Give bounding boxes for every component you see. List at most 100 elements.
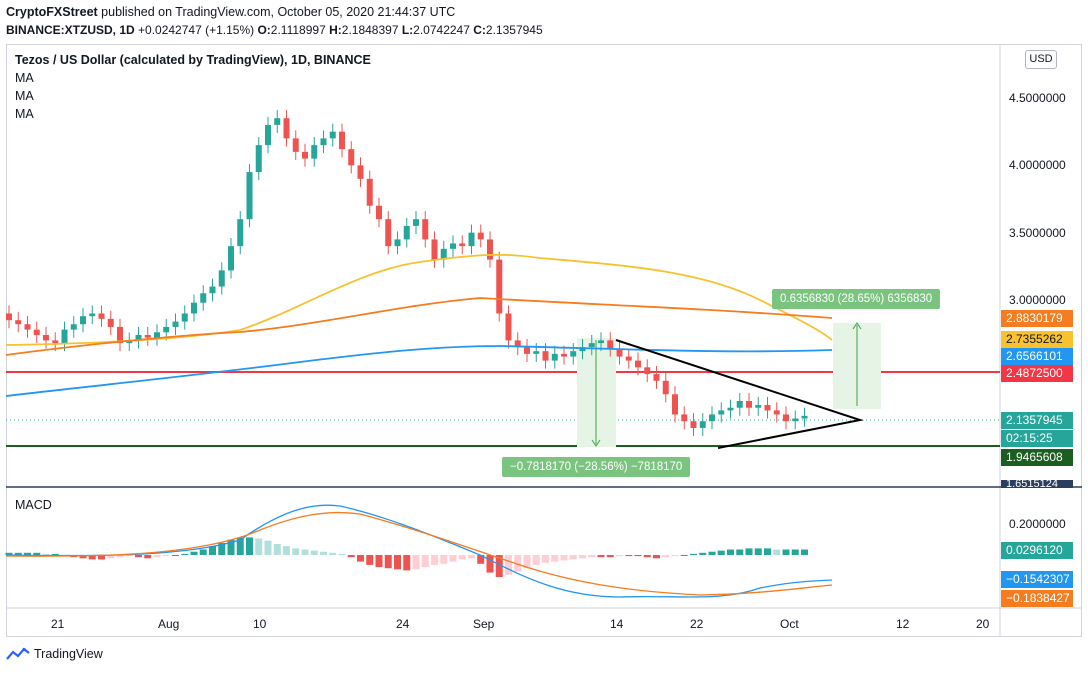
macd-bar <box>190 551 198 555</box>
candle-body <box>801 415 808 419</box>
tradingview-logo-icon <box>6 647 30 660</box>
macd-bar <box>116 555 124 558</box>
candle-body <box>163 326 170 333</box>
candle-body <box>727 407 734 411</box>
macd-bar <box>680 555 688 556</box>
ma-lines-group <box>5 253 833 397</box>
macd-bar <box>579 555 586 559</box>
macd-bar <box>699 552 707 555</box>
candle-body <box>52 340 59 344</box>
candle-body <box>736 401 743 408</box>
macd-bar <box>782 549 790 555</box>
candle-body <box>191 302 197 314</box>
macd-legend[interactable]: MACD <box>15 498 52 512</box>
legend-ma-1[interactable]: MA <box>15 71 34 85</box>
candle-body <box>625 356 632 361</box>
macd-bar <box>98 555 105 560</box>
up-measure-label[interactable]: 0.6356830 (28.65%) 6356830 <box>772 289 941 309</box>
macd-bar <box>773 549 781 555</box>
candle-body <box>746 401 752 408</box>
legend-ma-2[interactable]: MA <box>15 89 34 103</box>
macd-hist-tag: 0.0296120 <box>1001 542 1073 559</box>
low-value: 2.0742247 <box>413 23 470 37</box>
macd-bar <box>431 555 438 565</box>
candle-body <box>357 165 364 179</box>
candle-body <box>422 219 429 240</box>
candle-body <box>616 348 623 357</box>
candle-body <box>107 318 114 327</box>
macd-bar <box>347 555 355 558</box>
last-price-tag: 2.1357945 <box>1001 412 1073 429</box>
time-tick: Sep <box>473 617 495 631</box>
macd-bar <box>801 549 808 555</box>
candle-body <box>172 321 179 327</box>
candle-body <box>80 316 86 325</box>
candle-body <box>181 313 188 322</box>
candle-body <box>773 410 780 415</box>
macd-bar <box>199 549 207 555</box>
macd-bar <box>597 555 605 558</box>
candle-body <box>783 414 789 422</box>
candle-body <box>43 335 49 341</box>
macd-bar <box>421 555 429 568</box>
macd-bar <box>514 555 522 572</box>
legend-ma-3[interactable]: MA <box>15 107 34 121</box>
macd-bar <box>5 552 13 555</box>
candle-body <box>329 131 336 139</box>
candle-body <box>237 219 244 247</box>
time-tick: 22 <box>690 617 704 631</box>
candle-body <box>33 329 40 336</box>
candle-body <box>579 347 586 352</box>
candle-body <box>348 149 355 166</box>
time-tick: 20 <box>976 617 990 631</box>
macd-bar <box>172 555 179 556</box>
close-value: 2.1357945 <box>485 23 543 37</box>
macd-bar <box>588 555 596 558</box>
macd-bar <box>764 548 771 555</box>
candle-body <box>709 414 715 422</box>
macd-bar <box>218 542 226 555</box>
ma-fast-tag: 2.7355262 <box>1001 331 1073 348</box>
macd-bar <box>727 549 734 555</box>
close-label: C: <box>473 23 486 37</box>
macd-bar <box>153 555 161 558</box>
macd-bar <box>107 555 115 559</box>
footer-brand[interactable]: TradingView <box>6 647 103 661</box>
candle-body <box>320 138 327 146</box>
macd-bar <box>634 555 642 557</box>
candle-body <box>228 246 234 271</box>
chart-frame[interactable] <box>6 44 1082 637</box>
macd-bar <box>14 552 22 555</box>
ma-mid-line <box>5 297 833 356</box>
macd-bar <box>551 555 559 562</box>
candle-body <box>570 351 577 357</box>
price-tick: 3.5000000 <box>1009 226 1066 240</box>
candle-body <box>255 145 262 173</box>
candle-body <box>246 172 253 220</box>
candle-body <box>431 239 438 260</box>
macd-bar <box>384 555 392 569</box>
candle-body <box>524 347 530 354</box>
candle-body <box>699 421 706 428</box>
candle-body <box>274 118 281 125</box>
ohlc-line: BINANCE:XTZUSD, 1D +0.0242747 (+1.15%) O… <box>6 23 543 37</box>
currency-button[interactable]: USD <box>1025 50 1057 69</box>
macd-bar <box>625 555 633 557</box>
macd-bar <box>754 548 762 555</box>
published-text: published on TradingView.com, October 05… <box>101 5 456 19</box>
macd-bar <box>329 552 337 555</box>
signal-line-tag: −0.1838427 <box>1001 590 1073 607</box>
change-value: +0.0242747 (+1.15%) <box>138 23 255 37</box>
candle-body <box>366 178 373 206</box>
candle-body <box>533 351 540 354</box>
candle-body <box>459 243 466 247</box>
down-measure-label[interactable]: −0.7818170 (−28.56%) −7818170 <box>502 457 691 477</box>
macd-bar <box>606 555 614 558</box>
ma-slow-line <box>5 345 833 397</box>
macd-bar <box>209 546 216 555</box>
time-tick: 12 <box>896 617 910 631</box>
macd-bar <box>486 555 494 573</box>
macd-bar <box>33 552 41 555</box>
candle-body <box>487 239 493 260</box>
